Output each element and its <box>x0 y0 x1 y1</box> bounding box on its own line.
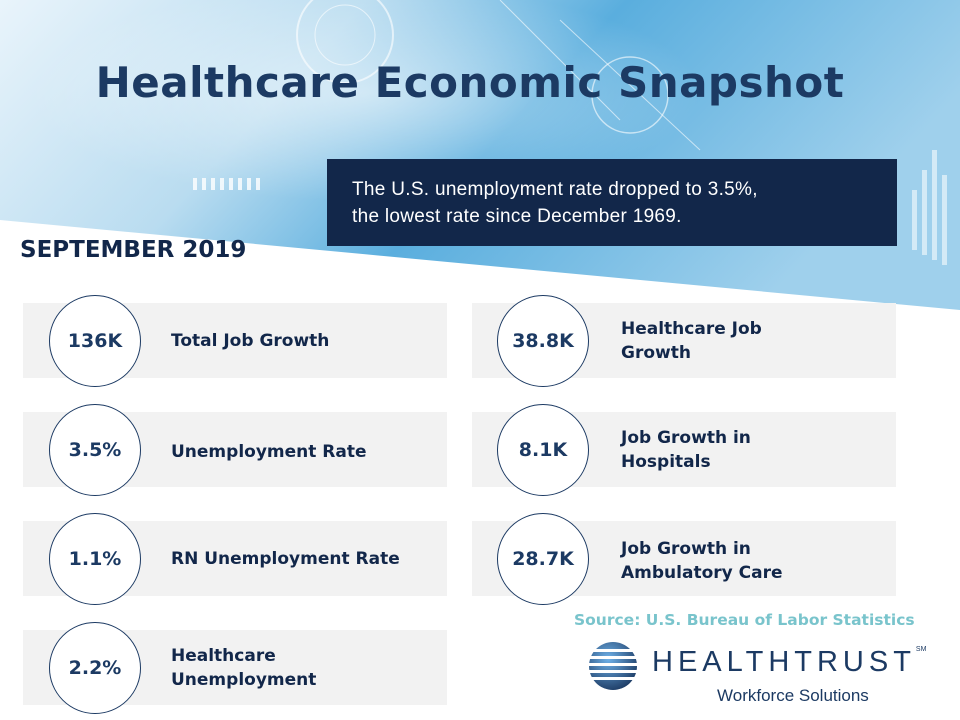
logo-wordmark: HEALTHTRUSTSM <box>652 646 926 679</box>
stat-label: RN Unemployment Rate <box>171 548 400 569</box>
stat-card-job-growth-hospitals: 8.1K Job Growth in Hospitals <box>472 404 896 496</box>
stat-label: Job Growth in Hospitals <box>621 412 751 487</box>
stat-value-circle: 1.1% <box>49 513 141 605</box>
stat-label-line-1: Healthcare <box>171 645 276 666</box>
headline-banner: The U.S. unemployment rate dropped to 3.… <box>327 159 897 246</box>
stat-label: Unemployment Rate <box>171 441 367 462</box>
stat-value-circle: 2.2% <box>49 622 141 714</box>
hero-background-image <box>0 0 960 310</box>
stat-label-line-2: Unemployment <box>171 669 317 690</box>
tech-overlay-graphic <box>296 0 701 151</box>
period-heading: SEPTEMBER 2019 <box>20 237 247 263</box>
stat-value-circle: 28.7K <box>497 513 589 605</box>
logo-name: HEALTHTRUST <box>652 646 916 678</box>
stat-value-circle: 38.8K <box>497 295 589 387</box>
stat-card-job-growth-ambulatory-care: 28.7K Job Growth in Ambulatory Care <box>472 513 896 605</box>
trademark-mark: SM <box>915 646 927 653</box>
stat-label-line-1: Healthcare Job <box>621 318 762 339</box>
stat-card-healthcare-unemployment: 2.2% Healthcare Unemployment <box>23 622 447 714</box>
stat-label-line-1: Job Growth in <box>621 538 751 559</box>
stat-card-healthcare-job-growth: 38.8K Healthcare Job Growth <box>472 295 896 387</box>
stat-card-rn-unemployment-rate: 1.1% RN Unemployment Rate <box>23 513 447 605</box>
stat-card-unemployment-rate: 3.5% Unemployment Rate <box>23 404 447 496</box>
stat-label-line-1: Job Growth in <box>621 427 751 448</box>
stat-label-line-2: Ambulatory Care <box>621 562 783 583</box>
stat-value-circle: 8.1K <box>497 404 589 496</box>
healthtrust-globe-logo-icon <box>583 642 643 690</box>
stat-value-circle: 136K <box>49 295 141 387</box>
stat-label: Job Growth in Ambulatory Care <box>621 523 783 598</box>
stat-label: Healthcare Job Growth <box>621 303 762 378</box>
stat-value-circle: 3.5% <box>49 404 141 496</box>
banner-line-2: the lowest rate since December 1969. <box>352 206 682 227</box>
stat-card-total-job-growth: 136K Total Job Growth <box>23 295 447 387</box>
stat-label-line-2: Growth <box>621 342 691 363</box>
stat-label-line-2: Hospitals <box>621 451 711 472</box>
source-citation: Source: U.S. Bureau of Labor Statistics <box>574 611 915 629</box>
bar-graphic <box>912 150 947 265</box>
stat-label: Total Job Growth <box>171 330 330 351</box>
banner-line-1: The U.S. unemployment rate dropped to 3.… <box>352 179 758 200</box>
people-icons-graphic <box>193 178 260 190</box>
logo-subtitle: Workforce Solutions <box>717 686 869 705</box>
stat-label: Healthcare Unemployment <box>171 630 316 705</box>
page-title: Healthcare Economic Snapshot <box>95 58 845 107</box>
